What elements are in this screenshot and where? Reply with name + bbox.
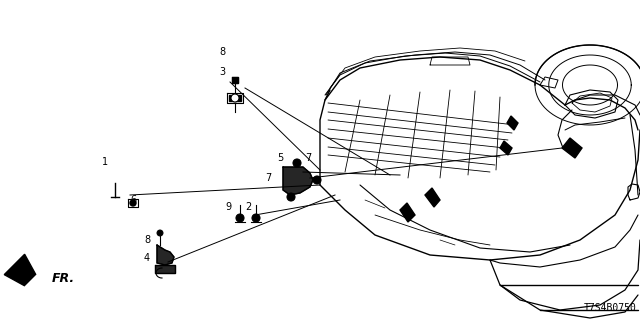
Text: 6: 6 <box>130 195 136 205</box>
Text: T7S4B0750: T7S4B0750 <box>584 303 636 313</box>
Circle shape <box>287 193 295 201</box>
Polygon shape <box>157 245 174 265</box>
Polygon shape <box>283 167 313 195</box>
Circle shape <box>252 214 260 222</box>
Polygon shape <box>507 116 518 130</box>
Text: FR.: FR. <box>52 271 75 284</box>
Text: 8: 8 <box>219 47 225 57</box>
Polygon shape <box>500 141 512 155</box>
Text: 7: 7 <box>305 153 311 163</box>
Polygon shape <box>562 138 582 158</box>
Text: 1: 1 <box>102 157 108 167</box>
Text: 3: 3 <box>219 67 225 77</box>
Circle shape <box>231 94 239 102</box>
Polygon shape <box>232 77 238 83</box>
Circle shape <box>313 176 321 184</box>
Text: 5: 5 <box>277 153 283 163</box>
Text: 9: 9 <box>225 202 231 212</box>
Circle shape <box>293 159 301 167</box>
Circle shape <box>130 200 136 206</box>
Circle shape <box>157 230 163 236</box>
Text: 7: 7 <box>265 173 271 183</box>
Polygon shape <box>425 188 440 207</box>
Polygon shape <box>400 203 415 222</box>
Polygon shape <box>155 265 175 273</box>
Polygon shape <box>229 95 241 101</box>
Text: 4: 4 <box>144 253 150 263</box>
Circle shape <box>236 214 244 222</box>
Text: 8: 8 <box>144 235 150 245</box>
Polygon shape <box>4 254 36 286</box>
Text: 2: 2 <box>245 202 251 212</box>
